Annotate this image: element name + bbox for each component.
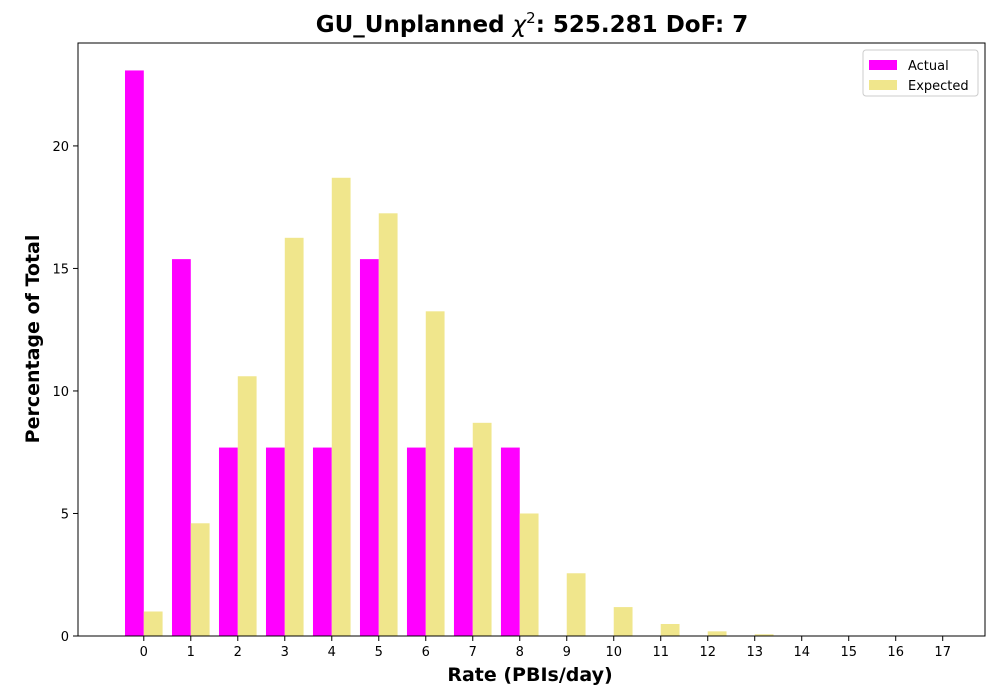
- bar-actual-6: [407, 448, 426, 636]
- y-tick-label-15: 15: [52, 262, 69, 277]
- bar-expected-10: [614, 607, 633, 636]
- bar-actual-0: [125, 70, 144, 636]
- bar-actual-7: [454, 448, 473, 636]
- bar-expected-4: [332, 178, 351, 636]
- bar-expected-2: [238, 376, 257, 636]
- bar-expected-11: [661, 624, 680, 636]
- legend-label-actual: Actual: [908, 59, 949, 74]
- bar-expected-8: [520, 513, 539, 636]
- x-tick-label-8: 8: [516, 645, 524, 660]
- bar-expected-7: [473, 423, 492, 636]
- bar-expected-12: [708, 631, 727, 636]
- x-axis-label: Rate (PBIs/day): [447, 664, 612, 686]
- bar-expected-1: [191, 523, 210, 636]
- y-tick-label-0: 0: [61, 630, 69, 645]
- title-prefix: GU_Unplanned: [316, 12, 513, 38]
- bar-expected-9: [567, 573, 586, 636]
- chart-title: GU_Unplanned χ2: 525.281 DoF: 7: [316, 9, 749, 38]
- x-tick-label-5: 5: [375, 645, 383, 660]
- x-tick-label-7: 7: [469, 645, 477, 660]
- bar-expected-3: [285, 238, 304, 636]
- bar-actual-4: [313, 448, 332, 636]
- title-suffix: : 525.281 DoF: 7: [536, 12, 749, 38]
- x-tick-label-3: 3: [281, 645, 289, 660]
- title-superscript: 2: [526, 9, 536, 27]
- y-tick-label-20: 20: [52, 140, 69, 155]
- bars-layer: [125, 70, 868, 636]
- x-tick-label-2: 2: [234, 645, 242, 660]
- x-tick-label-15: 15: [840, 645, 857, 660]
- x-tick-label-11: 11: [652, 645, 669, 660]
- x-tick-label-0: 0: [140, 645, 148, 660]
- legend: Actual Expected: [863, 50, 978, 96]
- x-tick-label-13: 13: [746, 645, 763, 660]
- title-symbol: χ: [511, 12, 528, 38]
- bar-expected-5: [379, 213, 398, 636]
- x-tick-label-14: 14: [793, 645, 810, 660]
- x-tick-label-17: 17: [934, 645, 951, 660]
- bar-actual-5: [360, 259, 379, 636]
- bar-expected-6: [426, 311, 445, 636]
- x-tick-label-1: 1: [187, 645, 195, 660]
- bar-actual-2: [219, 448, 238, 636]
- legend-label-expected: Expected: [908, 79, 969, 94]
- y-axis-label: Percentage of Total: [22, 235, 44, 444]
- x-tick-label-12: 12: [699, 645, 716, 660]
- bar-expected-0: [144, 611, 163, 636]
- y-tick-label-5: 5: [61, 507, 69, 522]
- legend-swatch-actual: [869, 60, 897, 70]
- x-tick-label-9: 9: [563, 645, 571, 660]
- bar-actual-1: [172, 259, 191, 636]
- x-tick-label-16: 16: [887, 645, 904, 660]
- bar-actual-3: [266, 448, 285, 636]
- x-tick-label-10: 10: [605, 645, 622, 660]
- x-tick-label-4: 4: [328, 645, 336, 660]
- x-tick-label-6: 6: [422, 645, 430, 660]
- y-tick-label-10: 10: [52, 385, 69, 400]
- legend-swatch-expected: [869, 80, 897, 90]
- bar-actual-8: [501, 448, 520, 636]
